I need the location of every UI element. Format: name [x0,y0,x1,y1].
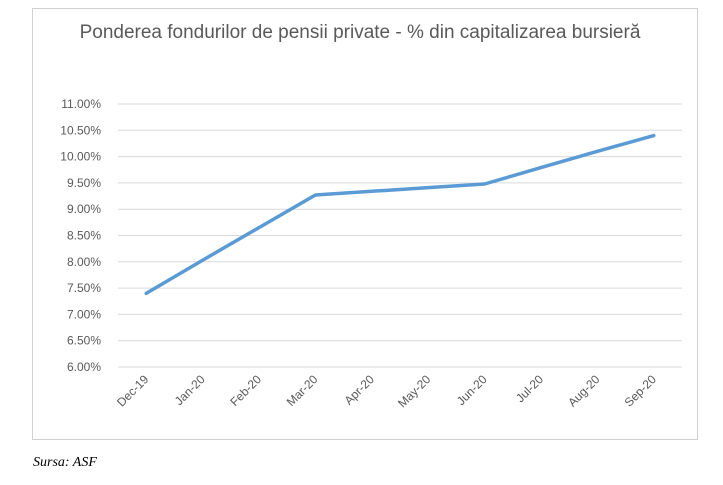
data-point [539,166,543,170]
y-tick-label: 6.50% [67,334,101,348]
series-layer [144,133,656,296]
x-tick-label: Mar-20 [284,372,321,409]
data-point [313,193,317,197]
grid-lines [118,103,682,368]
data-point [426,186,430,190]
x-axis-tick-labels: Dec-19 Jan-20 Feb-20 Mar-20 Apr-20 May-20 Jun-… [114,372,659,410]
x-tick-label: Sep-20 [622,372,659,409]
x-tick-label: Apr-20 [342,372,378,408]
y-tick-label: 9.00% [67,202,101,216]
y-tick-label: 7.50% [67,281,101,295]
data-point [201,258,205,262]
data-point [144,291,148,295]
source-note: Sursa: ASF [33,455,97,470]
data-point [370,189,374,193]
y-tick-label: 8.00% [67,255,101,269]
chart-frame [32,8,698,440]
y-tick-label: 10.00% [60,150,101,164]
y-axis-tick-labels: 6.00% 6.50% 7.00% 7.50% 8.00% 8.50% 9.00% 9.50%… [60,97,101,374]
series-line [144,133,656,296]
x-tick-label: Jan-20 [172,372,208,408]
y-tick-label: 11.00% [61,97,101,111]
data-point [483,182,487,186]
data-point [595,149,599,153]
y-tick-label: 9.50% [67,176,101,190]
y-tick-label: 8.50% [67,229,101,243]
x-tick-label: Dec-19 [114,372,151,409]
chart-title: Ponderea fondurilor de pensii private - … [79,22,641,43]
x-tick-label: Jul-20 [513,372,546,405]
y-tick-label: 7.00% [67,307,101,321]
x-tick-label: Aug-20 [565,372,602,409]
y-tick-label: 6.00% [67,360,101,374]
x-tick-label: Feb-20 [227,372,264,409]
data-point [257,226,261,230]
x-tick-label: Jun-20 [454,372,490,408]
y-tick-label: 10.50% [60,123,101,137]
data-point [652,134,656,138]
x-tick-label: May-20 [395,372,433,410]
